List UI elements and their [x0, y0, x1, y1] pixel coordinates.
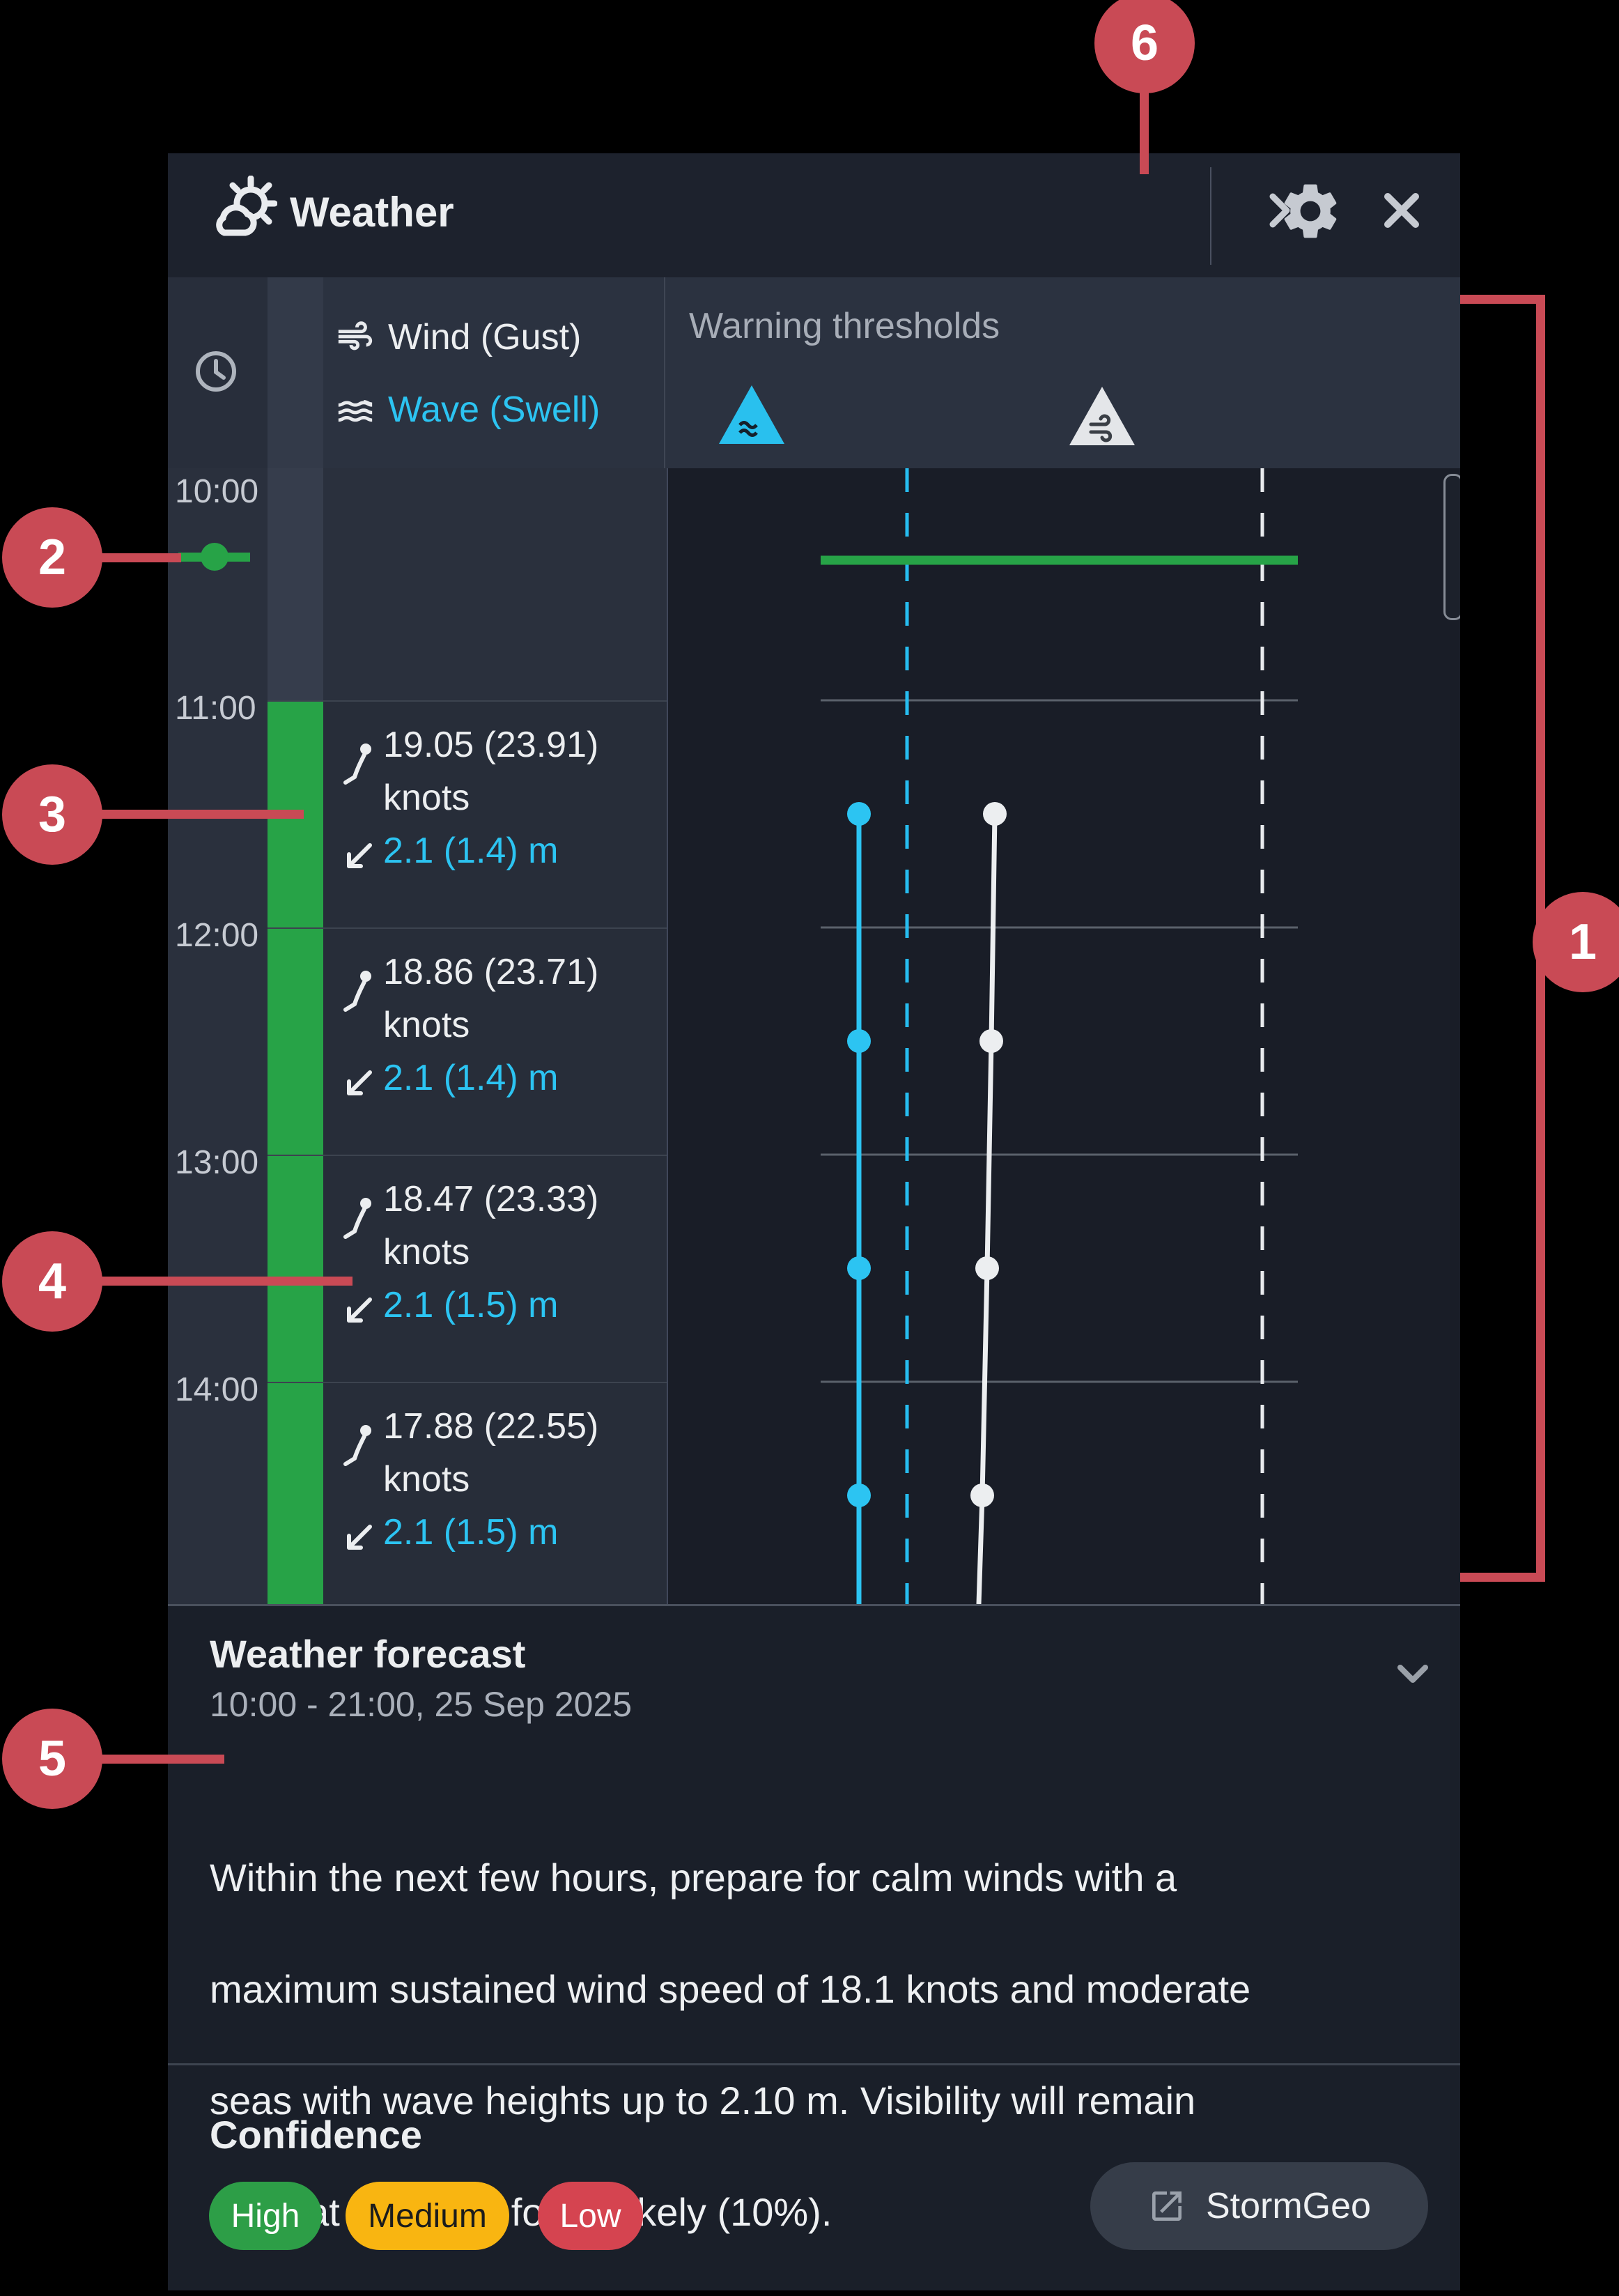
table-row: 18.47 (23.33) knots 2.1 (1.5) m [323, 1155, 667, 1382]
close-icon[interactable] [1381, 190, 1423, 231]
section-divider [168, 2063, 1460, 2065]
confidence-title: Confidence [210, 2113, 422, 2157]
wind-barb-icon [339, 1196, 378, 1246]
status-ok-bar [268, 700, 323, 1604]
time-tick: 12:00 [175, 917, 259, 954]
table-row: 17.88 (22.55) knots 2.1 (1.5) m [323, 1382, 667, 1604]
wave-swell-legend: Wave (Swell) [388, 390, 601, 430]
status-column-empty [268, 468, 323, 700]
time-tick: 13:00 [175, 1144, 259, 1181]
wind-gust-legend: Wind (Gust) [388, 317, 582, 357]
wind-barb-icon [339, 969, 378, 1019]
wave-value: 2.1 (1.5) m [383, 1512, 559, 1553]
wind-value: 18.47 (23.33) knots [383, 1179, 599, 1272]
forecast-plot [821, 468, 1298, 1604]
annotation-marker-2: 2 [2, 507, 102, 608]
time-tick: 11:00 [175, 690, 256, 727]
time-tick: 14:00 [175, 1371, 259, 1408]
weather-widget: Weather [168, 153, 1460, 2290]
confidence-badge-medium: Medium [346, 2182, 509, 2250]
forecast-time-range: 10:00 - 21:00, 25 Sep 2025 [210, 1685, 633, 1724]
annotation-5-line [101, 1755, 224, 1764]
hour-gridline [268, 700, 667, 702]
chart-left-border [667, 468, 668, 1604]
wave-threshold-marker-icon[interactable] [717, 383, 787, 449]
annotation-2-line [101, 553, 181, 562]
southwest-arrow-icon [341, 1293, 377, 1332]
title-bar: Weather [168, 153, 1460, 279]
wind-value: 19.05 (23.91) knots [383, 725, 599, 818]
warning-thresholds-label: Warning thresholds [689, 306, 1000, 346]
wave-value: 2.1 (1.4) m [383, 1058, 559, 1098]
current-time-handle[interactable] [201, 543, 228, 571]
clock-icon [194, 350, 238, 396]
annotation-marker-3: 3 [2, 764, 102, 865]
annotation-4-line [101, 1277, 353, 1286]
annotation-6-line [1140, 91, 1149, 174]
annotation-3-line [101, 810, 304, 819]
stormgeo-button[interactable]: StormGeo [1090, 2162, 1428, 2250]
wind-value: 18.86 (23.71) knots [383, 952, 599, 1045]
annotation-marker-6: 6 [1094, 0, 1195, 93]
time-axis-column [168, 468, 268, 1604]
wind-value: 17.88 (22.55) knots [383, 1406, 599, 1500]
wind-threshold-marker-icon[interactable] [1067, 385, 1137, 451]
annotation-marker-1: 1 [1533, 892, 1619, 992]
header-divider [1210, 167, 1211, 265]
status-column-header [268, 277, 323, 468]
hour-gridline [268, 927, 667, 929]
annotation-marker-5: 5 [2, 1709, 102, 1809]
southwest-arrow-icon [341, 1065, 377, 1105]
table-row: 18.86 (23.71) knots 2.1 (1.4) m [323, 927, 667, 1155]
wave-icon [335, 387, 375, 431]
hour-gridline [268, 1382, 667, 1383]
annotation-1-line-top [1460, 295, 1545, 304]
annotation-1-line-bottom [1460, 1573, 1545, 1582]
southwest-arrow-icon [341, 838, 377, 878]
forecast-title: Weather forecast [210, 1632, 526, 1676]
chevron-down-icon[interactable] [1393, 1655, 1432, 1697]
collapse-panel-button[interactable] [1259, 190, 1301, 231]
column-divider [664, 277, 665, 468]
empty-row-10-00 [323, 468, 667, 700]
time-tick: 10:00 [175, 473, 259, 510]
time-tick: 15:00 [175, 1598, 258, 1604]
wind-icon [335, 316, 375, 360]
wind-barb-icon [339, 742, 378, 792]
external-link-icon [1147, 2187, 1186, 2226]
wave-value: 2.1 (1.4) m [383, 831, 559, 871]
wind-barb-icon [339, 1424, 378, 1473]
table-row: 19.05 (23.91) knots 2.1 (1.4) m [323, 700, 667, 927]
forecast-panel: Weather forecast 10:00 - 21:00, 25 Sep 2… [168, 1604, 1460, 2290]
southwest-arrow-icon [341, 1520, 377, 1559]
stormgeo-label: StormGeo [1206, 2186, 1371, 2226]
scrollbar-thumb[interactable] [1443, 474, 1460, 620]
weather-app-icon [208, 175, 278, 249]
annotation-marker-4: 4 [2, 1231, 102, 1332]
confidence-badge-high: High [209, 2182, 322, 2250]
hour-gridline [268, 1155, 667, 1156]
column-header: Wind (Gust) Wave (Swell) Warning thresho… [168, 277, 1460, 470]
wave-value: 2.1 (1.5) m [383, 1285, 559, 1325]
settings-button[interactable] [1277, 178, 1344, 245]
confidence-badge-low: Low [538, 2182, 643, 2250]
timeline-chart-area: 10:00 11:00 12:00 13:00 14:00 15:00 19.0… [168, 468, 1460, 1604]
page-title: Weather [290, 189, 454, 236]
data-rows-background [323, 700, 667, 1604]
